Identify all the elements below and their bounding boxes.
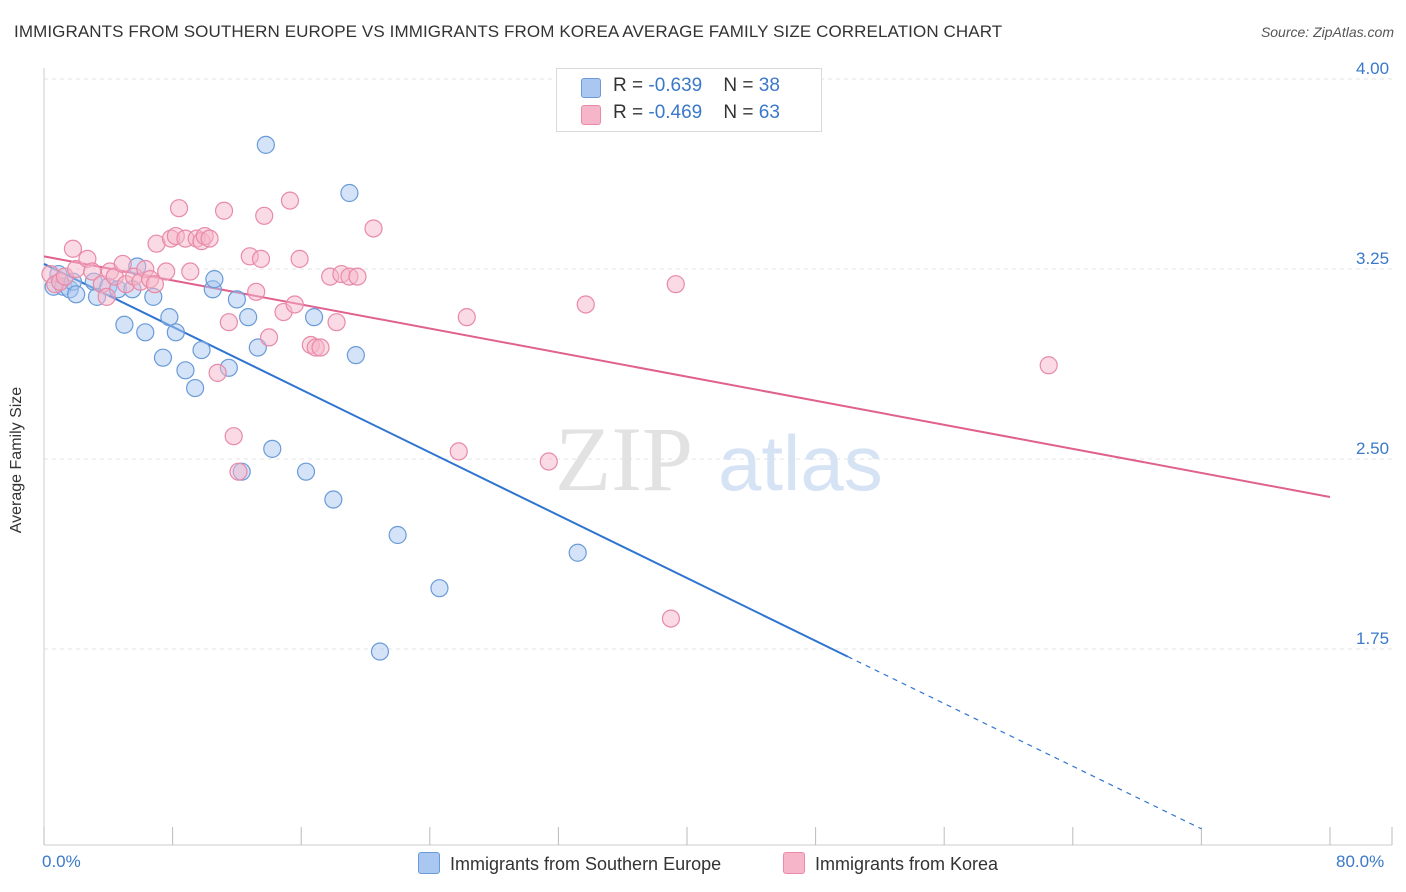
legend-r-label: R =	[613, 75, 649, 96]
point-korea	[229, 462, 248, 481]
bottom-legend-korea: Immigrants from Korea	[783, 852, 998, 875]
point-southern-europe	[248, 338, 267, 357]
pink-swatch-icon	[581, 105, 601, 125]
point-korea	[661, 609, 681, 628]
data-points	[41, 135, 1058, 661]
point-korea	[145, 275, 165, 294]
point-southern-europe	[136, 323, 155, 342]
point-southern-europe	[166, 323, 185, 342]
point-southern-europe	[153, 348, 173, 367]
axes	[43, 68, 1393, 846]
point-korea	[63, 239, 83, 258]
point-southern-europe	[239, 308, 258, 327]
point-korea	[83, 262, 102, 281]
point-korea	[311, 338, 330, 357]
point-korea	[457, 308, 476, 327]
trend-line-southern-europe-extension	[847, 656, 1202, 830]
chart-title: IMMIGRANTS FROM SOUTHERN EUROPE VS IMMIG…	[14, 22, 1003, 41]
legend-n-label: N =	[723, 75, 759, 96]
point-korea	[290, 249, 309, 268]
point-southern-europe	[388, 525, 407, 545]
legend-r-value: -0.639	[648, 75, 703, 96]
point-korea	[259, 328, 279, 347]
point-southern-europe	[176, 361, 195, 380]
x-tick-label-min: 0.0%	[42, 852, 81, 871]
point-korea	[200, 229, 219, 248]
point-southern-europe	[430, 579, 449, 598]
point-korea	[113, 254, 132, 274]
point-southern-europe	[296, 462, 316, 481]
point-korea	[666, 275, 685, 294]
point-southern-europe	[186, 378, 205, 398]
y-tick-label: 1.75	[1356, 629, 1390, 648]
point-southern-europe	[205, 270, 224, 289]
point-korea	[219, 313, 238, 332]
pink-swatch-icon	[783, 852, 805, 874]
point-korea	[214, 201, 234, 220]
point-korea	[169, 199, 189, 218]
trend-lines	[43, 255, 1331, 830]
point-korea	[247, 282, 266, 301]
watermark-atlas: atlas	[718, 419, 883, 507]
point-korea	[157, 262, 176, 281]
point-korea	[181, 262, 200, 281]
x-tick-label-max: 80.0%	[1336, 852, 1385, 871]
legend-n-value: 38	[758, 75, 780, 96]
source-credit: Source: ZipAtlas.com	[1260, 24, 1394, 40]
point-southern-europe	[324, 490, 343, 509]
legend-n-label: N =	[723, 102, 759, 123]
point-southern-europe	[340, 183, 359, 203]
point-southern-europe	[256, 135, 275, 154]
point-southern-europe	[370, 642, 390, 661]
point-korea	[280, 191, 300, 210]
point-korea	[1039, 356, 1058, 375]
point-southern-europe	[160, 308, 179, 327]
point-southern-europe	[67, 285, 86, 304]
point-southern-europe	[227, 290, 246, 309]
blue-swatch-icon	[418, 852, 440, 874]
point-korea	[224, 427, 243, 446]
series-name: Immigrants from Korea	[815, 854, 999, 874]
point-southern-europe	[115, 315, 134, 334]
correlation-legend: R = -0.639 N = 38 R = -0.469 N = 63	[556, 68, 822, 132]
y-tick-label: 4.00	[1356, 59, 1390, 78]
watermark-zip: ZIP	[555, 408, 693, 510]
watermark: ZIP atlas	[555, 408, 883, 510]
point-korea	[449, 442, 468, 461]
point-korea	[97, 287, 116, 306]
y-axis-label: Average Family Size	[8, 386, 25, 534]
legend-r-label: R =	[613, 102, 649, 123]
y-tick-label: 3.25	[1356, 249, 1390, 268]
legend-n-value: 63	[758, 102, 780, 123]
blue-swatch-icon	[581, 78, 601, 98]
point-korea	[208, 363, 227, 382]
point-korea	[285, 295, 304, 314]
point-southern-europe	[192, 340, 211, 360]
point-korea	[364, 219, 383, 238]
grid-lines	[44, 78, 1392, 650]
point-southern-europe	[568, 543, 587, 562]
bottom-legend-southern-europe: Immigrants from Southern Europe	[418, 852, 721, 875]
point-korea	[251, 249, 271, 268]
point-korea	[539, 452, 558, 471]
point-southern-europe	[346, 346, 365, 365]
point-korea	[348, 267, 367, 286]
legend-r-value: -0.469	[648, 102, 703, 123]
series-name: Immigrants from Southern Europe	[450, 854, 722, 874]
point-korea	[327, 313, 346, 332]
point-southern-europe	[263, 439, 282, 458]
point-korea	[576, 295, 595, 314]
point-korea	[255, 206, 274, 225]
point-southern-europe	[304, 308, 324, 327]
y-tick-label: 2.50	[1356, 439, 1390, 458]
